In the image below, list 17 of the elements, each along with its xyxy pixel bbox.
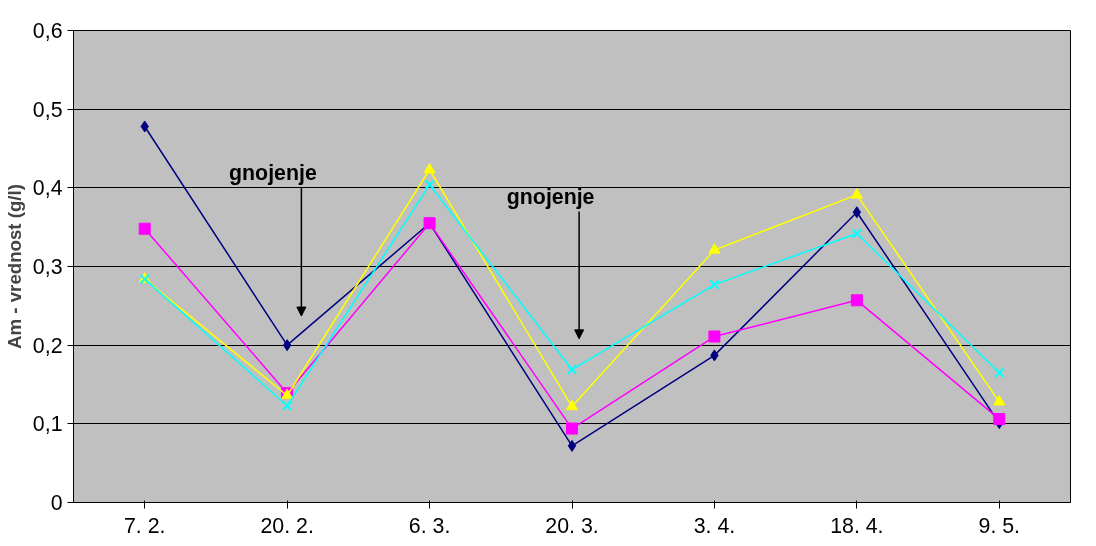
x-tick-label: 6. 3. [408,513,451,538]
annotation: gnojenje [229,161,317,186]
y-tick-label: 0,2 [32,333,63,358]
y-tick-label: 0,5 [32,97,63,122]
y-tick-label: 0,1 [32,412,63,437]
y-axis-title: Am - vrednost (g/l) [3,184,25,349]
x-tick-label: 20. 2. [260,513,314,538]
y-tick-label: 0,6 [32,19,63,43]
x-tick-label: 20. 3. [545,513,599,538]
y-tick-label: 0 [50,491,63,515]
x-tick-label: 18. 4. [830,513,884,538]
y-tick-label: 0,4 [32,176,63,201]
x-tick-label: 7. 2. [123,513,166,538]
x-tick-label: 3. 4. [693,513,736,538]
y-tick-label: 0,3 [32,255,63,279]
x-tick-label: 9. 5. [978,513,1021,538]
annotation: gnojenje [506,185,595,210]
